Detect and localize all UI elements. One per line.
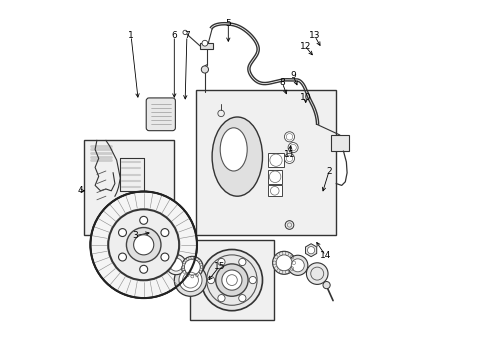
Circle shape	[284, 153, 294, 163]
Text: 6: 6	[171, 31, 177, 40]
Text: 12: 12	[300, 42, 311, 51]
Circle shape	[90, 192, 197, 298]
Circle shape	[140, 265, 147, 273]
Text: 9: 9	[290, 71, 295, 80]
Text: 3: 3	[132, 231, 137, 240]
Circle shape	[276, 255, 291, 271]
Bar	[84, 140, 173, 235]
Bar	[195, 90, 335, 235]
Text: 4: 4	[78, 186, 83, 195]
Circle shape	[218, 294, 224, 302]
Bar	[330, 135, 348, 151]
Circle shape	[161, 229, 168, 237]
Circle shape	[126, 228, 161, 262]
Bar	[267, 153, 284, 167]
Circle shape	[118, 229, 126, 237]
Circle shape	[108, 210, 179, 280]
Bar	[267, 170, 282, 184]
Text: 2: 2	[325, 166, 331, 175]
Circle shape	[184, 259, 200, 275]
Circle shape	[285, 221, 293, 229]
Text: 10: 10	[299, 93, 311, 102]
Circle shape	[306, 263, 327, 284]
Circle shape	[215, 264, 247, 296]
Circle shape	[161, 253, 168, 261]
Circle shape	[166, 255, 186, 275]
Circle shape	[169, 258, 182, 271]
Circle shape	[174, 264, 206, 296]
Circle shape	[181, 256, 203, 278]
FancyBboxPatch shape	[146, 98, 175, 131]
Circle shape	[238, 258, 245, 266]
Bar	[189, 240, 274, 320]
Bar	[200, 43, 213, 49]
Ellipse shape	[220, 128, 247, 171]
Circle shape	[287, 255, 307, 275]
Circle shape	[238, 294, 245, 302]
Circle shape	[118, 253, 126, 261]
Text: 5: 5	[225, 19, 231, 28]
Circle shape	[201, 249, 262, 311]
Circle shape	[291, 259, 304, 272]
Text: 8: 8	[279, 78, 285, 87]
Circle shape	[287, 143, 298, 153]
Polygon shape	[305, 244, 316, 257]
Circle shape	[222, 270, 242, 290]
Circle shape	[140, 216, 147, 224]
Text: 11: 11	[283, 150, 295, 159]
Circle shape	[249, 276, 256, 284]
Circle shape	[322, 282, 329, 289]
Circle shape	[272, 251, 295, 274]
Circle shape	[133, 235, 153, 255]
Circle shape	[183, 30, 187, 35]
Circle shape	[179, 269, 202, 292]
Bar	[267, 185, 281, 196]
Circle shape	[284, 132, 294, 142]
Circle shape	[202, 40, 207, 46]
Text: 1: 1	[128, 31, 134, 40]
Circle shape	[307, 247, 314, 254]
Text: 7: 7	[183, 31, 189, 40]
Circle shape	[201, 66, 208, 73]
Circle shape	[207, 276, 214, 284]
Circle shape	[218, 258, 224, 266]
Text: 13: 13	[308, 31, 320, 40]
Text: 15: 15	[213, 262, 224, 271]
Text: 14: 14	[319, 251, 330, 260]
Ellipse shape	[212, 117, 262, 196]
